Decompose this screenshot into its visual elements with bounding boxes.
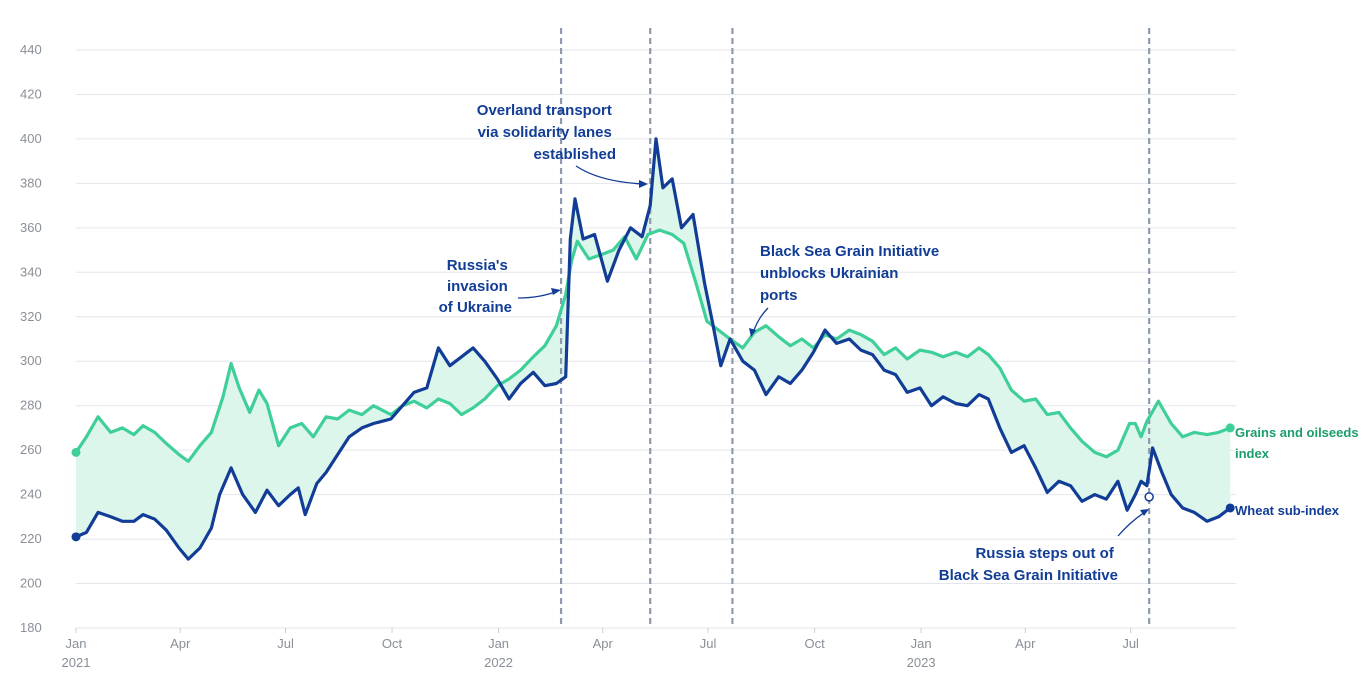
- annotation-invasion: Russia's invasion of Ukraine: [439, 257, 512, 316]
- x-tick-year-label: 2021: [62, 655, 91, 670]
- y-tick-label: 240: [20, 487, 42, 502]
- series-labels: Grains and oilseeds index Wheat sub-inde…: [1235, 425, 1362, 518]
- arrow-russia-steps-out-head: [1140, 509, 1149, 516]
- arrow-russia-steps-out: [1117, 511, 1146, 537]
- x-axis: Jan 2021 Apr Jul Oct Jan 2022 Apr Jul Oct Jan 2023 A…: [62, 628, 1139, 670]
- series-line-wheat: [74, 137, 1232, 561]
- x-tick-label: Jul: [1122, 636, 1139, 651]
- gap-area: [76, 138, 1231, 560]
- x-tick-label: Jul: [277, 636, 294, 651]
- x-tick-label: Oct: [382, 636, 403, 651]
- y-tick-label: 300: [20, 353, 42, 368]
- x-tick-label: Jan: [911, 636, 932, 651]
- y-tick-label: 380: [20, 175, 42, 190]
- start-marker-grains-oilseeds: [71, 447, 81, 457]
- x-tick-year-label: 2023: [907, 655, 936, 670]
- annotation-grain-initiative: Black Sea Grain Initiative unblocks Ukra…: [760, 243, 943, 304]
- series-lines: [71, 137, 1235, 561]
- start-marker-wheat: [71, 532, 81, 542]
- y-tick-label: 180: [20, 620, 42, 635]
- x-tick-label: Jan: [488, 636, 509, 651]
- y-tick-label: 420: [20, 86, 42, 101]
- x-tick-year-label: 2022: [484, 655, 513, 670]
- y-tick-label: 220: [20, 531, 42, 546]
- y-tick-label: 440: [20, 42, 42, 57]
- y-tick-label: 360: [20, 220, 42, 235]
- end-marker-grains-oilseeds: [1225, 423, 1235, 433]
- y-tick-label: 340: [20, 264, 42, 279]
- annotation-russia-steps-out: Russia steps out of Black Sea Grain Init…: [939, 545, 1118, 584]
- annotations: Russia's invasion of Ukraine Overland tr…: [439, 102, 1149, 584]
- y-tick-label: 320: [20, 309, 42, 324]
- event-lines: [559, 28, 1151, 628]
- label-grains-oilseeds: Grains and oilseeds index: [1235, 425, 1362, 461]
- y-tick-label: 280: [20, 398, 42, 413]
- y-tick-label: 260: [20, 442, 42, 457]
- gridlines: [76, 49, 1236, 629]
- arrow-solidarity-lanes: [575, 165, 645, 185]
- arrow-invasion-head: [551, 288, 561, 295]
- series-line-grains-oilseeds: [74, 228, 1232, 463]
- annotation-solidarity-lanes: Overland transport via solidarity lanes …: [477, 102, 616, 163]
- label-wheat: Wheat sub-index: [1235, 503, 1340, 518]
- x-tick-label: Apr: [593, 636, 614, 651]
- y-tick-label: 400: [20, 131, 42, 146]
- y-tick-label: 200: [20, 576, 42, 591]
- arrow-grain-initiative-head: [749, 328, 756, 337]
- event-marker: [1144, 492, 1154, 502]
- arrow-invasion: [517, 290, 559, 299]
- arrow-solidarity-lanes-head: [639, 180, 648, 188]
- x-tick-label: Jul: [700, 636, 717, 651]
- end-marker-wheat: [1225, 503, 1235, 513]
- x-tick-label: Apr: [1015, 636, 1036, 651]
- x-tick-label: Apr: [170, 636, 191, 651]
- x-tick-label: Jan: [66, 636, 87, 651]
- gap-fill: [76, 138, 1231, 560]
- x-tick-label: Oct: [804, 636, 825, 651]
- y-axis: 180 200 220 240 260 280 300 320 340 360 380 400 420 4…: [20, 42, 42, 635]
